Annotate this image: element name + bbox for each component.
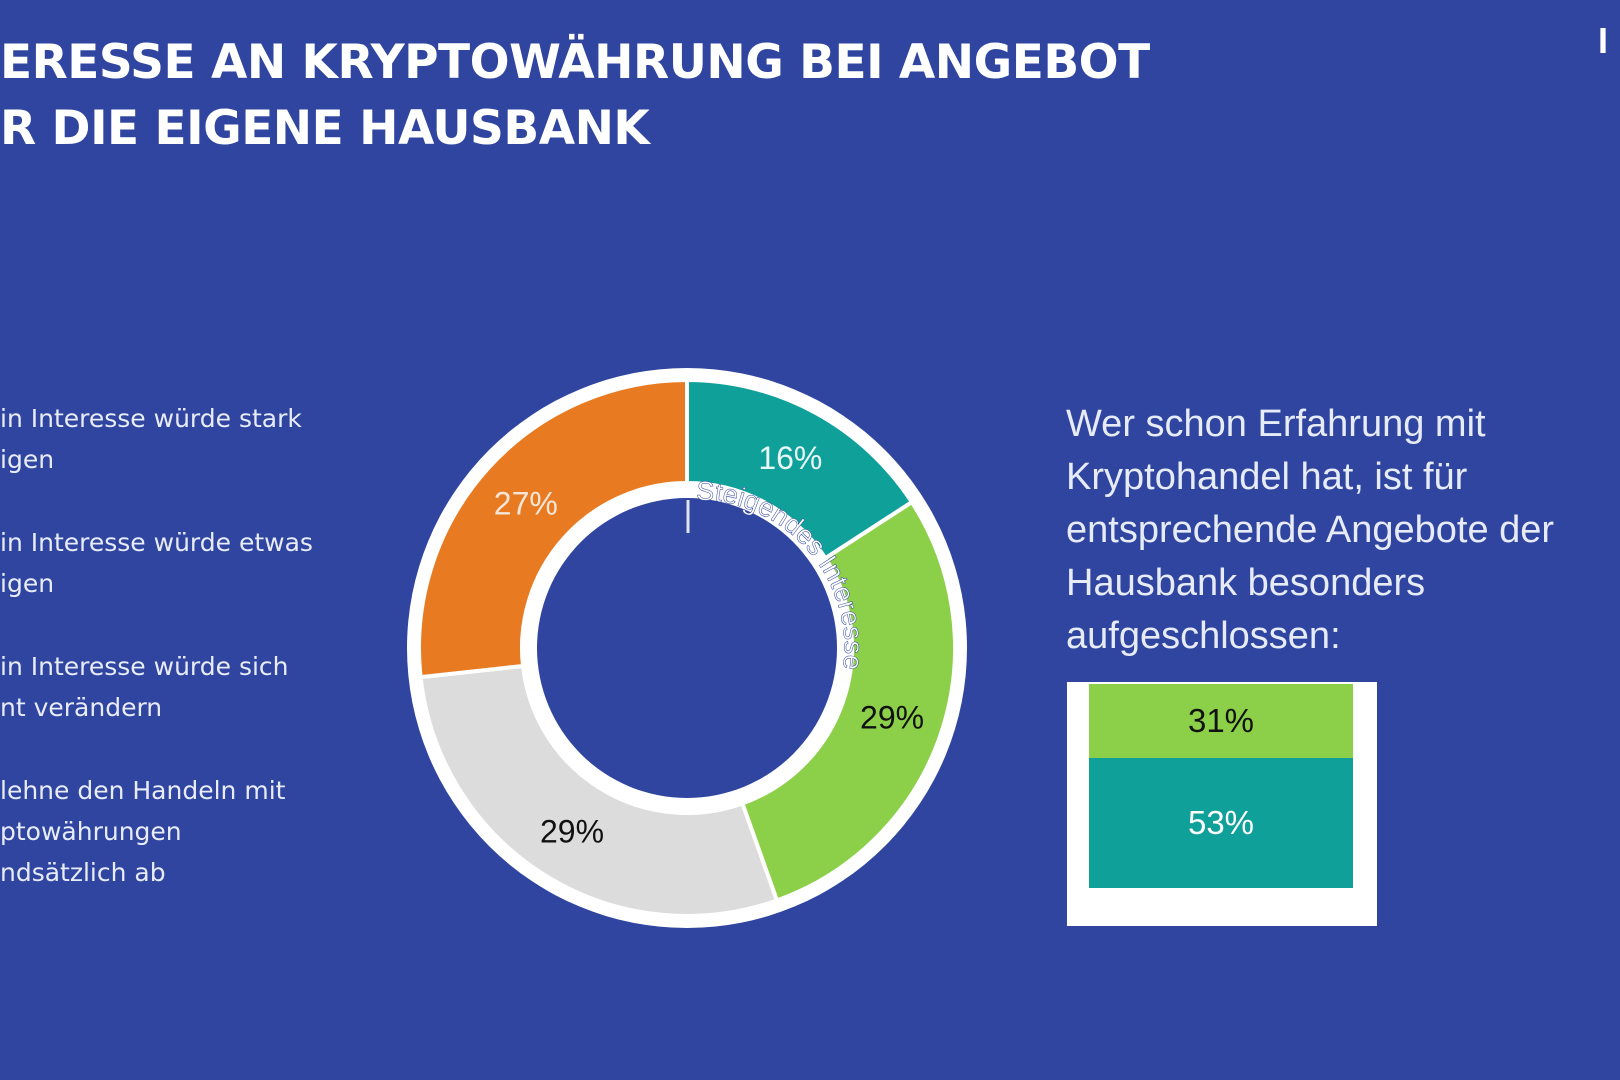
legend-item: lehne den Handeln mit ptowährungen ndsätzl… [0,776,286,887]
title-line-2: R DIE EIGENE HAUSBANK [0,101,650,156]
slice-label: 27% [494,485,558,521]
slice-label: 29% [860,699,924,735]
legend-item: in Interesse würde etwas igen [0,528,313,598]
bar-53: 53% [1089,758,1353,888]
logo: I [1598,20,1609,61]
donut-hole [537,498,837,798]
slice-label: 29% [540,813,604,849]
legend-item: in Interesse würde stark igen [0,404,302,474]
highlight-box: 31% 53% [1067,682,1377,926]
title-line-1: ERESSE AN KRYPTOWÄHRUNG BEI ANGEBOT [0,35,1150,90]
page-title: ERESSE AN KRYPTOWÄHRUNG BEI ANGEBOT R DI… [0,30,1150,162]
legend-item: in Interesse würde sich nt verändern [0,652,289,722]
bar-31: 31% [1089,684,1353,758]
note-text: Wer schon Erfahrung mit Kryptohandel hat… [1066,403,1555,657]
slice-label: 16% [758,440,822,476]
legend: in Interesse würde stark igen in Interess… [0,398,313,935]
